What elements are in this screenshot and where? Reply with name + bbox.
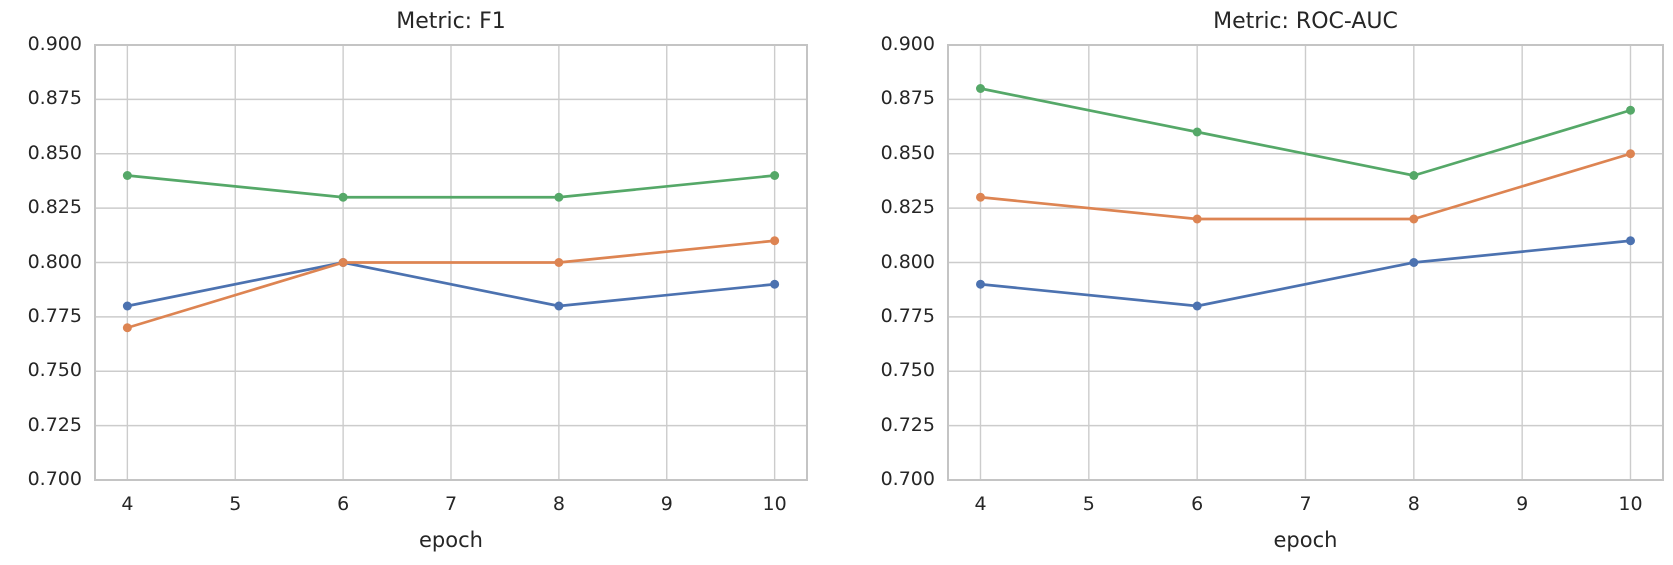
x-tick-label: 8: [552, 493, 565, 515]
y-tick-label: 0.825: [880, 196, 935, 219]
x-tick-label: 10: [762, 493, 787, 515]
x-tick-label: 10: [1618, 493, 1643, 515]
blue-series-marker: [1192, 301, 1202, 311]
orange-series-marker: [554, 258, 564, 267]
blue-series-line: [126, 261, 776, 308]
green-series-marker: [1626, 105, 1635, 115]
x-tick-label: 4: [974, 493, 987, 515]
orange-series-marker: [122, 323, 132, 333]
x-tick-label: 8: [1407, 493, 1420, 515]
y-tick-label: 0.800: [27, 250, 82, 273]
blue-series-marker: [976, 279, 985, 289]
x-tick-label: 7: [1299, 493, 1312, 515]
green-series-marker: [338, 192, 348, 202]
y-tick-label: 0.725: [27, 413, 82, 436]
x-tick-label: 5: [229, 493, 242, 515]
blue-series-marker: [1409, 258, 1419, 267]
orange-series-marker: [1626, 149, 1635, 159]
green-series-marker: [1409, 171, 1419, 180]
green-series-marker: [122, 171, 132, 180]
y-tick-label: 0.725: [880, 413, 935, 436]
chart-title: Metric: ROC-AUC: [1213, 9, 1398, 34]
x-tick-label: 9: [1516, 493, 1529, 515]
blue-series-marker: [122, 301, 132, 311]
orange-series-marker: [338, 258, 348, 267]
chart-title: Metric: F1: [396, 9, 506, 34]
y-tick-label: 0.700: [880, 468, 935, 490]
blue-series-marker: [770, 279, 780, 289]
green-series-marker: [976, 84, 985, 93]
y-tick-label: 0.900: [880, 33, 935, 55]
green-series-marker: [1192, 127, 1202, 137]
blue-series-marker: [554, 301, 564, 311]
green-series-line: [979, 87, 1632, 177]
y-tick-label: 0.800: [880, 250, 935, 273]
x-tick-label: 9: [660, 493, 673, 515]
blue-series-marker: [1626, 236, 1635, 246]
green-series-marker: [770, 171, 780, 180]
y-tick-label: 0.775: [27, 304, 82, 327]
y-tick-label: 0.750: [27, 359, 82, 382]
y-tick-label: 0.825: [27, 196, 82, 219]
x-tick-label: 7: [444, 493, 458, 515]
green-series-line: [126, 174, 776, 199]
green-series-marker: [554, 192, 564, 202]
y-tick-label: 0.750: [880, 359, 935, 382]
plot-border: [947, 44, 1664, 481]
orange-series-line: [126, 239, 776, 330]
x-tick-label: 5: [1082, 493, 1095, 515]
blue-series-line: [979, 239, 1632, 308]
plot-border: [94, 44, 808, 481]
orange-series-marker: [976, 192, 985, 202]
x-axis-label: epoch: [1273, 528, 1338, 552]
y-tick-label: 0.850: [880, 141, 935, 164]
x-tick-label: 6: [337, 493, 350, 515]
y-tick-label: 0.900: [27, 33, 82, 55]
y-tick-label: 0.700: [27, 468, 82, 490]
x-tick-label: 6: [1191, 493, 1204, 515]
y-tick-label: 0.875: [880, 87, 935, 110]
y-tick-label: 0.850: [27, 141, 82, 164]
y-tick-label: 0.775: [880, 304, 935, 327]
orange-series-line: [979, 152, 1632, 221]
y-tick-label: 0.875: [27, 87, 82, 110]
orange-series-marker: [770, 236, 780, 246]
orange-series-marker: [1409, 214, 1419, 224]
x-tick-label: 4: [121, 493, 134, 515]
orange-series-marker: [1192, 214, 1202, 224]
x-axis-label: epoch: [419, 528, 483, 552]
